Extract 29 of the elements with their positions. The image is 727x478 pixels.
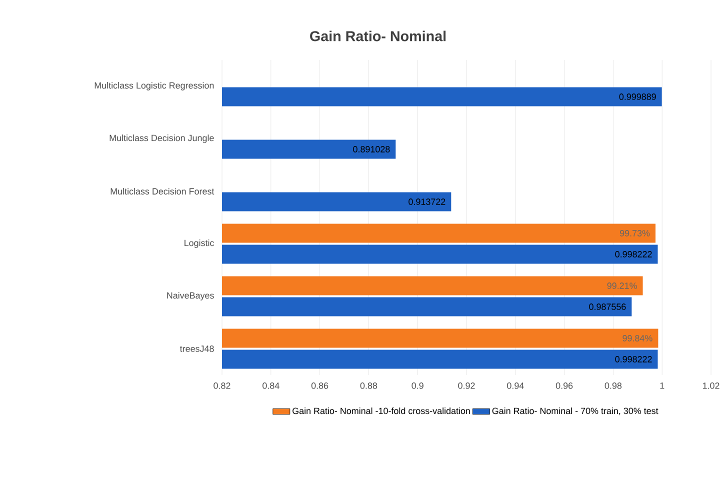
y-tick-label: NaiveBayes: [167, 292, 214, 300]
data-label: 99.84%: [622, 335, 652, 342]
x-tick-label: 1: [660, 382, 664, 389]
data-label: 0.987556: [589, 304, 626, 310]
data-label: 99.73%: [620, 230, 650, 236]
data-label: 0.998222: [615, 356, 652, 362]
x-tick-label: 0.94: [507, 382, 524, 389]
x-tick-label: 1.02: [702, 382, 720, 389]
x-tick-label: 0.86: [311, 382, 328, 389]
data-label: 0.913722: [408, 198, 446, 205]
x-tick-label: 0.9: [412, 382, 424, 389]
data-label: 99.21%: [607, 282, 637, 289]
data-label: 0.891028: [353, 146, 390, 152]
x-tick-label: 0.98: [604, 382, 622, 389]
x-tick-label: 0.92: [458, 382, 475, 389]
y-tick-label: Multiclass Logistic Regression: [94, 82, 214, 90]
y-tick-label: Multiclass Decision Jungle: [110, 134, 214, 143]
x-tick-label: 0.88: [360, 382, 378, 389]
y-tick-label: Multiclass Decision Forest: [110, 188, 214, 195]
x-tick-label: 0.96: [556, 382, 573, 389]
y-tick-label: Logistic: [184, 240, 214, 248]
legend-label: Gain Ratio- Nominal -10-fold cross-validation: [292, 408, 470, 414]
chart-title: Gain Ratio- Nominal: [310, 30, 446, 42]
y-tick-label: treesJ48: [180, 346, 214, 352]
x-tick-label: 0.84: [262, 382, 280, 389]
data-label: 0.998222: [615, 251, 652, 258]
x-tick-label: 0.82: [214, 382, 230, 389]
legend-label: Gain Ratio- Nominal - 70% train, 30% test: [492, 408, 658, 416]
data-label: 0.999889: [619, 94, 656, 100]
